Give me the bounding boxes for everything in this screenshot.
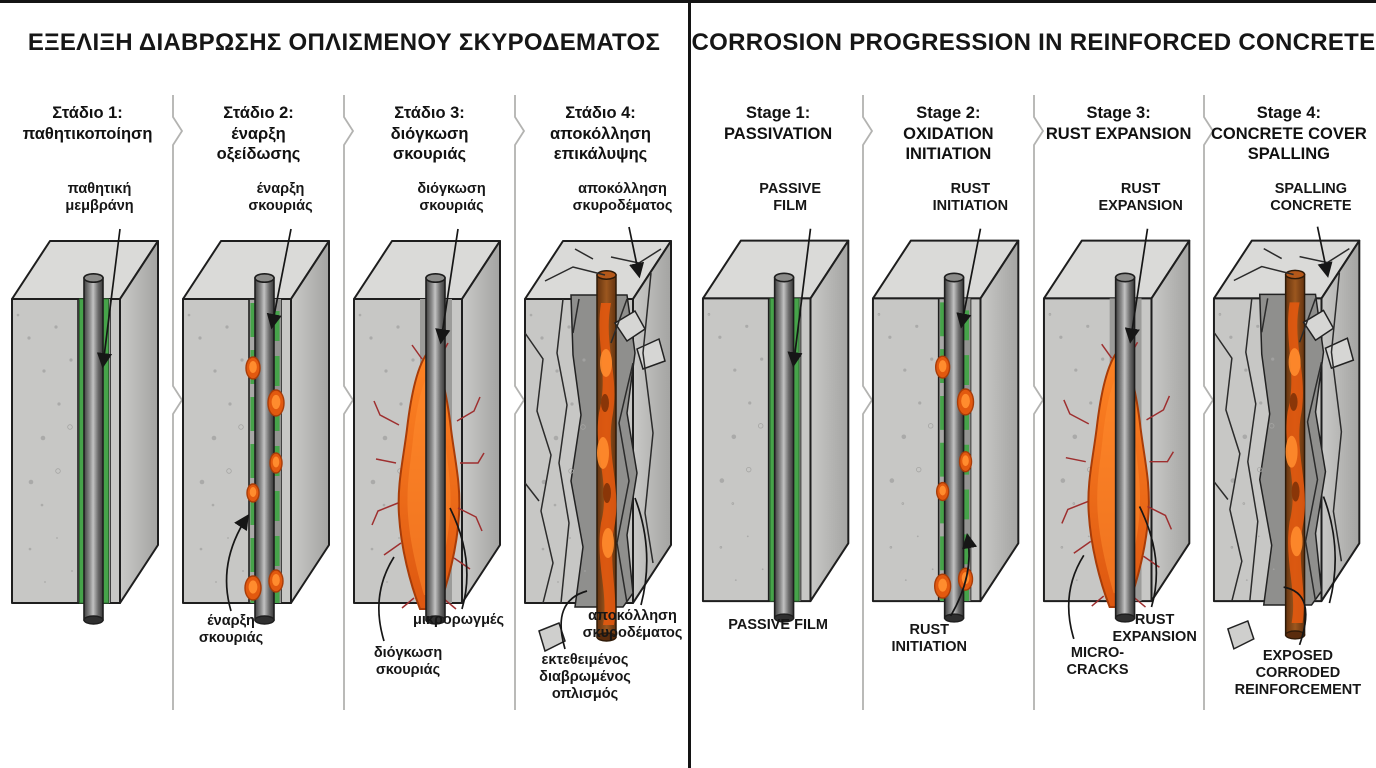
stage-illustration-passivation <box>693 163 863 711</box>
panel-english: CORROSION PROGRESSION IN REINFORCED CONC… <box>691 3 1376 768</box>
stage-label: Στάδιο 1: <box>52 104 123 122</box>
stage-name: παθητικοποίηση <box>22 124 153 143</box>
chevron-divider-icon <box>862 95 874 710</box>
stage-illustration-spalling <box>515 163 686 711</box>
stage-name: OXIDATION INITIATION <box>903 124 994 164</box>
annotation-label: RUST EXPANSION <box>1112 612 1197 645</box>
stage-label: Στάδιο 2: <box>223 104 294 122</box>
stage-illustration-spalling <box>1204 163 1374 711</box>
chevron-divider-icon <box>514 95 526 710</box>
annotation-label: RUST INITIATION <box>891 622 967 655</box>
annotation-label: παθητική μεμβράνη <box>65 181 134 214</box>
stage-name: CONCRETE COVER SPALLING <box>1210 124 1367 164</box>
stage-name: έναρξη οξείδωσης <box>216 124 301 164</box>
annotation-label: εκτεθειμένος διαβρωμένος οπλισμός <box>539 652 631 702</box>
panel-separator <box>688 0 691 768</box>
stage-illustration-rust-expansion <box>1034 163 1204 711</box>
stage-cell-gr-2: Στάδιο 2: έναρξη οξείδωσης έναρξη σκουρι… <box>173 95 344 768</box>
annotation-label: διόγκωση σκουριάς <box>373 645 443 678</box>
stage-name: RUST EXPANSION <box>1045 124 1192 143</box>
annotation-label: EXPOSED CORRODED REINFORCEMENT <box>1234 648 1362 698</box>
annotation-label: μικρορωγμές <box>412 612 505 628</box>
stage-label: Στάδιο 3: <box>394 104 465 122</box>
stage-label: Stage 4: <box>1256 104 1321 122</box>
stage-title: Stage 4: CONCRETE COVER SPALLING <box>1204 95 1374 165</box>
stage-title: Stage 1: PASSIVATION <box>693 95 863 144</box>
stage-illustration-rust-initiation <box>173 163 344 711</box>
stage-name: PASSIVATION <box>724 124 833 143</box>
stage-title: Στάδιο 4: αποκόλληση επικάλυψης <box>515 95 686 165</box>
stage-cell-en-1: Stage 1: PASSIVATION PASSIVE FILM PASSIV… <box>693 95 863 768</box>
stage-cell-gr-3: Στάδιο 3: διόγκωση σκουριάς διόγκωση σκο… <box>344 95 515 768</box>
chevron-divider-icon <box>343 95 355 710</box>
stage-illustration-rust-initiation <box>863 163 1033 711</box>
stage-row-greek: Στάδιο 1: παθητικοποίηση παθητική μεμβρά… <box>2 95 686 768</box>
stage-label: Stage 1: <box>746 104 811 122</box>
annotation-label: PASSIVE FILM <box>728 617 828 633</box>
annotation-label: έναρξη σκουριάς <box>198 613 264 646</box>
page-title-greek: ΕΞΕΛΙΞΗ ΔΙΑΒΡΩΣΗΣ ΟΠΛΙΣΜΕΝΟΥ ΣΚΥΡΟΔΕΜΑΤΟ… <box>27 29 661 56</box>
stage-cell-gr-1: Στάδιο 1: παθητικοποίηση παθητική μεμβρά… <box>2 95 173 768</box>
annotation-label: έναρξη σκουριάς <box>248 181 313 214</box>
annotation-label: RUST EXPANSION <box>1098 181 1183 214</box>
chevron-divider-icon <box>172 95 184 710</box>
stage-label: Stage 2: <box>916 104 981 122</box>
stage-cell-en-4: Stage 4: CONCRETE COVER SPALLING SPALLIN… <box>1204 95 1374 768</box>
stage-label: Στάδιο 4: <box>565 104 636 122</box>
annotation-label: RUST INITIATION <box>932 181 1009 214</box>
annotation-label: MICRO- CRACKS <box>1066 645 1129 678</box>
chevron-divider-icon <box>1032 95 1044 710</box>
chevron-divider-icon <box>1202 95 1214 710</box>
stage-name: διόγκωση σκουριάς <box>390 124 469 164</box>
stage-title: Στάδιο 3: διόγκωση σκουριάς <box>344 95 515 165</box>
stage-illustration-passivation <box>2 163 173 711</box>
stage-cell-gr-4: Στάδιο 4: αποκόλληση επικάλυψης αποκόλλη… <box>515 95 686 768</box>
annotation-label: PASSIVE FILM <box>759 181 822 214</box>
stage-cell-en-3: Stage 3: RUST EXPANSION RUST EXPANSION M… <box>1034 95 1204 768</box>
stage-cell-en-2: Stage 2: OXIDATION INITIATION RUST INITI… <box>863 95 1033 768</box>
annotation-label: αποκόλληση σκυροδέματος <box>572 181 673 214</box>
stage-row-english: Stage 1: PASSIVATION PASSIVE FILM PASSIV… <box>693 95 1374 768</box>
page-title-english: CORROSION PROGRESSION IN REINFORCED CONC… <box>691 29 1376 56</box>
annotation-label: SPALLING CONCRETE <box>1270 181 1352 214</box>
stage-title: Στάδιο 2: έναρξη οξείδωσης <box>173 95 344 165</box>
stage-illustration-rust-expansion <box>344 163 515 711</box>
stage-name: αποκόλληση επικάλυψης <box>550 124 651 164</box>
annotation-label: αποκόλληση σκυροδέματος <box>582 608 683 641</box>
stage-title: Στάδιο 1: παθητικοποίηση <box>2 95 173 144</box>
panel-greek: ΕΞΕΛΙΞΗ ΔΙΑΒΡΩΣΗΣ ΟΠΛΙΣΜΕΝΟΥ ΣΚΥΡΟΔΕΜΑΤΟ… <box>0 3 688 768</box>
stage-title: Stage 3: RUST EXPANSION <box>1034 95 1204 144</box>
stage-title: Stage 2: OXIDATION INITIATION <box>863 95 1033 165</box>
stage-label: Stage 3: <box>1086 104 1151 122</box>
annotation-label: διόγκωση σκουριάς <box>417 181 486 214</box>
